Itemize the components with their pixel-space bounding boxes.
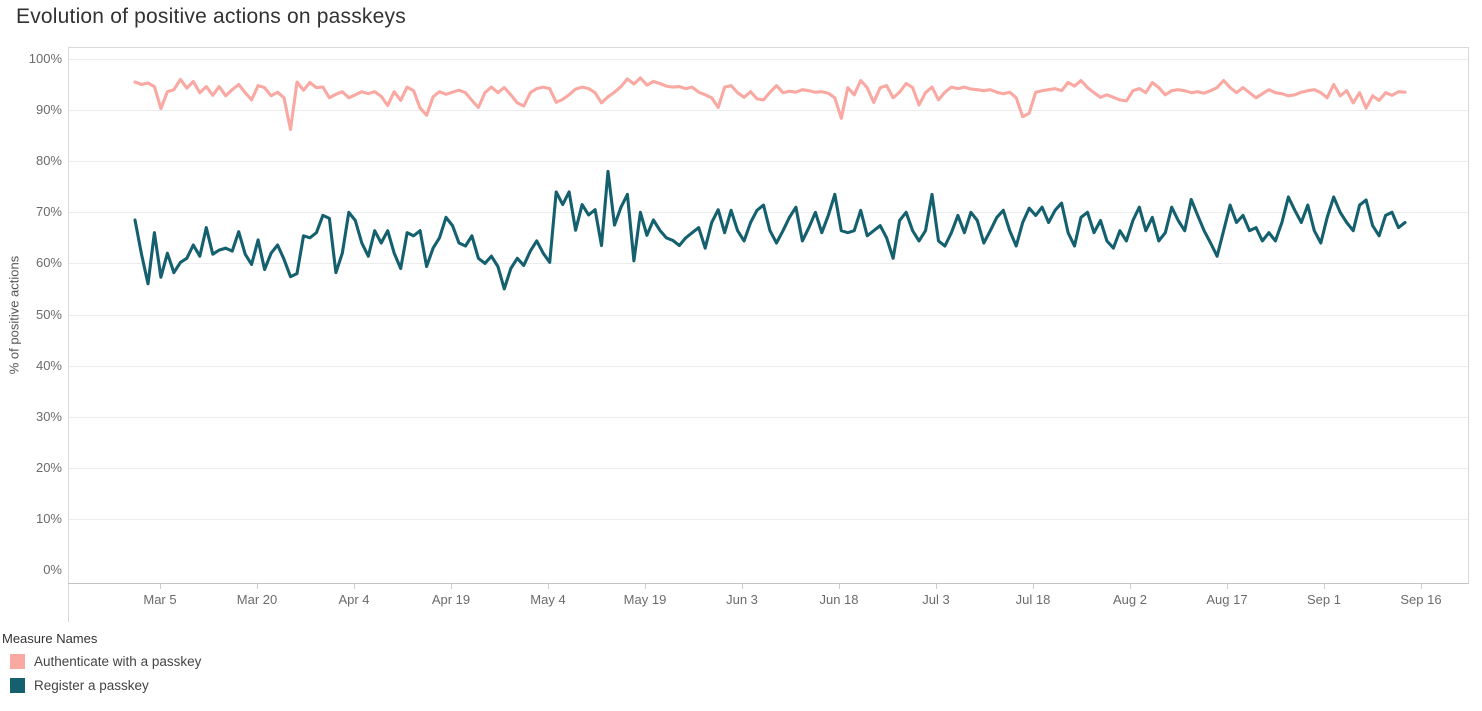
x-tick-label: May 19 [623,592,667,607]
x-tick-mark [936,583,937,589]
y-tick-label: 40% [35,357,62,373]
x-tick-label: Sep 1 [1307,592,1341,607]
x-tick-label: Jul 18 [1015,592,1051,607]
legend-label: Register a passkey [34,678,149,693]
page-title: Evolution of positive actions on passkey… [16,5,406,28]
y-tick-label: 30% [35,408,62,424]
plot-border-right [1468,47,1469,583]
series-line-authenticate-with-a-passkey[interactable] [133,76,1407,132]
y-tick-label: 0% [43,562,62,577]
x-tick-mark [548,583,549,589]
gridline-90 [69,110,1468,112]
x-tick-mark [1421,583,1422,589]
y-tick-label: 10% [35,510,62,526]
x-tick-mark [1033,583,1034,589]
x-tick-mark [1324,583,1325,589]
y-tick-label: 60% [35,255,62,271]
x-tick-mark [839,583,840,589]
legend-label: Authenticate with a passkey [34,654,202,669]
x-tick-mark [1227,583,1228,589]
legend-swatch [10,678,25,693]
x-tick-label: Jul 3 [922,592,950,607]
y-tick-label: 80% [35,153,62,169]
x-tick-label: Jun 18 [819,592,859,607]
y-tick-label: 20% [35,459,62,475]
series-line-register-a-passkey[interactable] [133,169,1407,291]
gridline-60 [69,263,1468,265]
x-tick-label: Jun 3 [726,592,758,607]
y-tick-label: 50% [35,306,62,322]
x-tick-mark [742,583,743,589]
x-tick-label: Mar 5 [143,592,177,607]
legend-items: Authenticate with a passkey Register a pa… [2,654,201,693]
gridline-30 [69,416,1468,418]
x-tick-mark [160,583,161,589]
gridline-20 [69,467,1468,469]
gridline-10 [69,518,1468,520]
y-tick-label: 90% [35,102,62,118]
x-tick-label: May 4 [530,592,566,607]
gridline-80 [69,161,1468,163]
x-tick-label: Mar 20 [236,592,278,607]
x-tick-label: Sep 16 [1400,592,1442,607]
plot-area [133,76,1407,291]
legend-swatch [10,654,25,669]
plot-border-top [68,47,1469,48]
x-tick-mark [645,583,646,589]
x-tick-mark [257,583,258,589]
x-tick-mark [1130,583,1131,589]
legend: Measure Names Authenticate with a passke… [2,631,201,702]
x-tick-label: Aug 2 [1113,592,1147,607]
x-tick-label: Apr 4 [338,592,370,607]
gridline-100 [69,59,1468,60]
legend-item-register-a-passkey[interactable]: Register a passkey [2,678,201,693]
y-tick-label: 70% [35,204,62,220]
gridline-70 [69,212,1468,214]
legend-title: Measure Names [2,631,98,646]
gridline-50 [69,314,1468,316]
y-tick-label: 100% [28,51,62,66]
x-tick-mark [354,583,355,589]
legend-item-authenticate-with-a-passkey[interactable]: Authenticate with a passkey [2,654,201,669]
x-tick-label: Aug 17 [1206,592,1248,607]
x-tick-label: Apr 19 [431,592,471,607]
x-tick-mark [451,583,452,589]
x-axis-line [68,583,1469,584]
gridline-40 [69,365,1468,367]
y-axis-line [68,47,69,622]
